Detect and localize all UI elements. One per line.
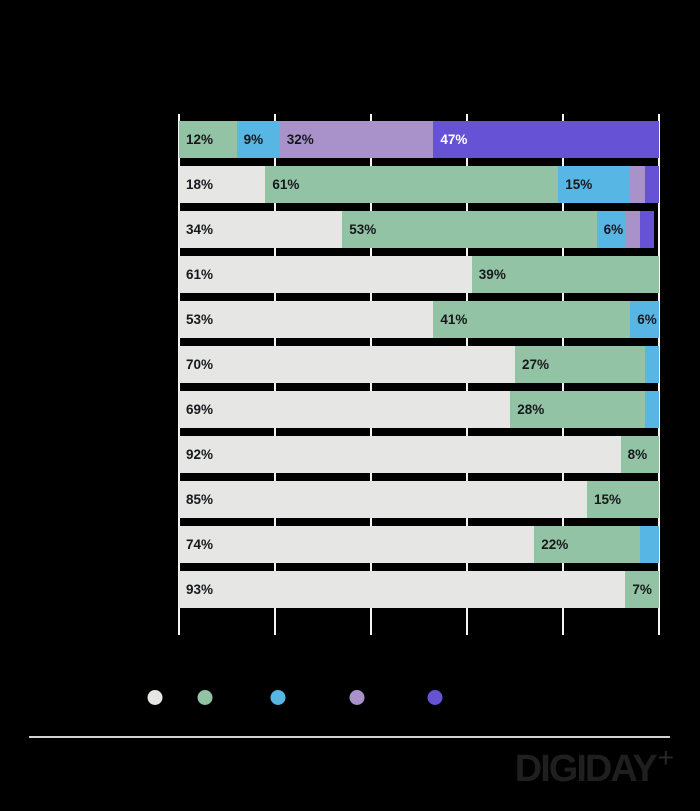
segment-label: 74% [186, 537, 214, 552]
bar-row: 69% 28% [179, 391, 659, 428]
bar-segment-green: 61% [265, 166, 559, 203]
bar-row: 74% 22% [179, 526, 659, 563]
bar-segment-green: 27% [515, 346, 645, 383]
segment-label: 53% [349, 222, 377, 237]
segment-label: 70% [186, 357, 214, 372]
bar-segment-blue: 15% [558, 166, 631, 203]
bar-segment-lavender [625, 211, 640, 248]
bar-segment-green: 12% [179, 121, 237, 158]
segment-label: 61% [186, 267, 214, 282]
digiday-logo: DIGIDAY + [514, 744, 674, 790]
segment-label: 22% [541, 537, 569, 552]
bar-segment-green: 15% [587, 481, 659, 518]
bar-segment-lavender: 32% [279, 121, 434, 158]
bar-segment-gray: 93% [179, 571, 626, 608]
segment-label: 9% [243, 132, 264, 147]
bar-segment-lavender [630, 166, 645, 203]
legend-dot-green [197, 690, 213, 705]
legend-dot-blue [270, 690, 286, 705]
bar-segment-gray: 61% [179, 256, 472, 293]
segment-label: 93% [186, 582, 214, 597]
bar-segment-green: 8% [620, 436, 659, 473]
bar-segment-purple [639, 211, 655, 248]
segment-label: 27% [522, 357, 550, 372]
bar-segment-green: 28% [510, 391, 645, 428]
bar-row: 92% 8% [179, 436, 659, 473]
bar-segment-green: 53% [342, 211, 597, 248]
bar-segment-green: 22% [534, 526, 640, 563]
segment-label: 69% [186, 402, 214, 417]
bar-segment-blue: 9% [236, 121, 280, 158]
segment-label: 41% [440, 312, 468, 327]
segment-label: 53% [186, 312, 214, 327]
bar-segment-gray: 34% [179, 211, 343, 248]
segment-label: 61% [272, 177, 300, 192]
segment-label: 92% [186, 447, 214, 462]
plus-icon: + [657, 742, 674, 773]
bar-row: 61% 39% [179, 256, 659, 293]
bar-segment-blue: 6% [596, 211, 626, 248]
segment-label: 7% [632, 582, 652, 597]
footer-divider [29, 736, 670, 738]
legend-dot-lavender [349, 690, 365, 705]
segment-label: 15% [594, 492, 622, 507]
bar-row: 85% 15% [179, 481, 659, 518]
segment-label: 32% [286, 132, 314, 147]
bar-row: 12% 9% 32% 47% [179, 121, 659, 158]
segment-label: 34% [186, 222, 214, 237]
bar-row: 53% 41% 6% [179, 301, 659, 338]
bar-segment-gray: 74% [179, 526, 535, 563]
bars: 12% 9% 32% 47% 18% 61% 15% 34% 53% 6% 61% 39% 53% 41%… [179, 121, 659, 608]
segment-label: 12% [186, 132, 214, 147]
bar-segment-gray: 18% [179, 166, 266, 203]
bar-row: 34% 53% 6% [179, 211, 659, 248]
bar-segment-gray: 85% [179, 481, 587, 518]
segment-label: 15% [565, 177, 593, 192]
segment-label: 39% [478, 267, 506, 282]
bar-segment-blue [644, 346, 659, 383]
bar-segment-gray: 53% [179, 301, 434, 338]
bar-segment-blue [639, 526, 659, 563]
bar-segment-blue [644, 391, 659, 428]
segment-label: 6% [637, 312, 657, 327]
bar-segment-purple: 47% [433, 121, 659, 158]
digiday-logo-text: DIGIDAY [514, 748, 658, 790]
bar-segment-blue: 6% [630, 301, 659, 338]
bar-segment-green: 7% [625, 571, 659, 608]
segment-label: 28% [517, 402, 545, 417]
bar-row: 18% 61% 15% [179, 166, 659, 203]
segment-label: 6% [603, 222, 624, 237]
segment-label: 85% [186, 492, 214, 507]
legend-dot-purple [427, 690, 443, 705]
segment-label: 47% [440, 132, 468, 147]
bar-segment-purple [644, 166, 659, 203]
bar-segment-gray: 69% [179, 391, 511, 428]
segment-label: 18% [186, 177, 214, 192]
bar-row: 70% 27% [179, 346, 659, 383]
segment-label: 8% [627, 447, 648, 462]
legend-dot-gray [147, 690, 163, 705]
bar-segment-gray: 92% [179, 436, 621, 473]
bar-segment-green: 39% [471, 256, 659, 293]
bar-segment-gray: 70% [179, 346, 515, 383]
bar-row: 93% 7% [179, 571, 659, 608]
gridline-100 [658, 114, 660, 635]
bar-segment-green: 41% [433, 301, 631, 338]
